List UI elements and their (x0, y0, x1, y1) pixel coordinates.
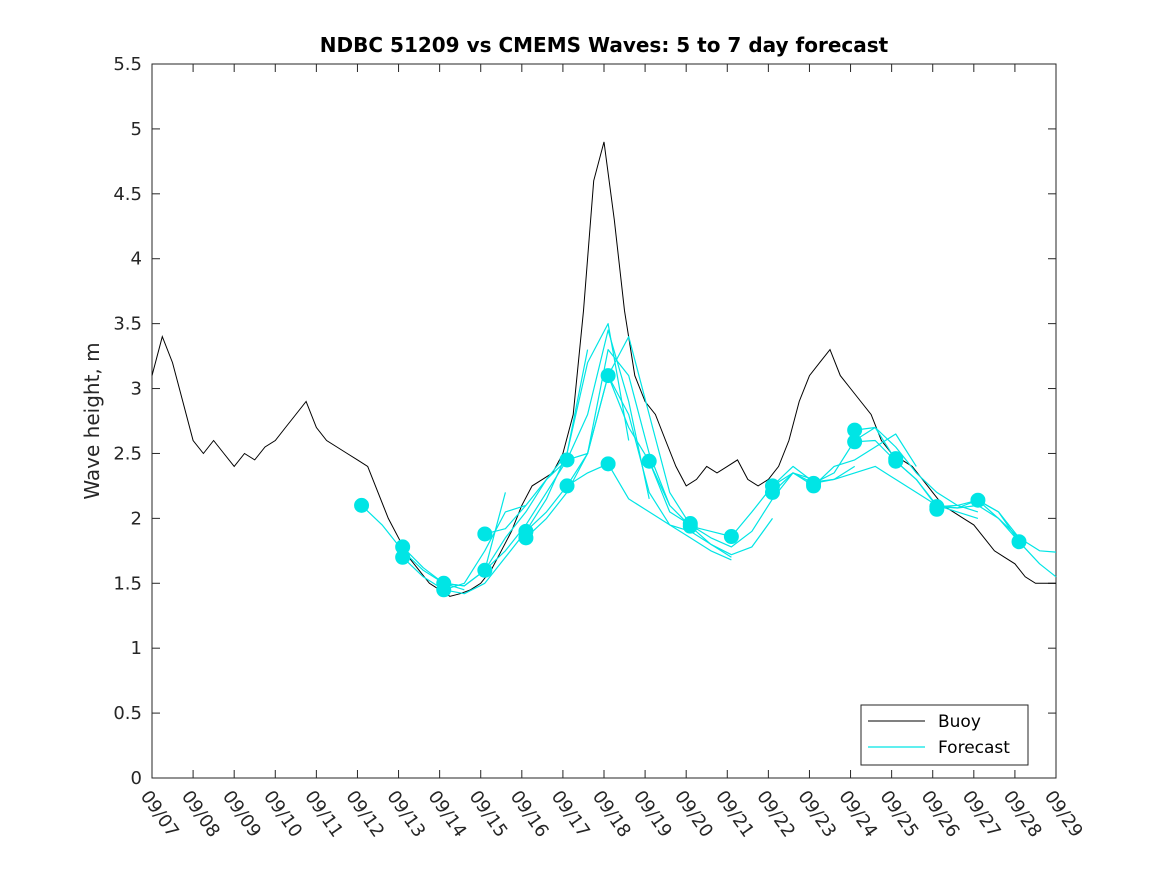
forecast-marker (518, 530, 534, 546)
y-tick-label: 1 (131, 638, 142, 659)
forecast-marker (559, 452, 575, 468)
legend: Buoy Forecast (860, 704, 1029, 766)
y-tick-label: 5.5 (113, 54, 142, 75)
forecast-marker (354, 497, 370, 513)
forecast-marker (764, 478, 780, 494)
forecast-line (813, 465, 979, 519)
y-tick-label: 0.5 (113, 703, 142, 724)
forecast-marker (395, 549, 411, 565)
forecast-marker (600, 456, 616, 472)
y-tick-label: 3 (131, 379, 142, 400)
forecast-line (525, 349, 671, 532)
forecast-marker (723, 529, 739, 545)
chart-title: NDBC 51209 vs CMEMS Waves: 5 to 7 day fo… (320, 33, 889, 57)
forecast-marker (806, 478, 822, 494)
legend-buoy-label: Buoy (938, 712, 981, 732)
forecast-line (484, 323, 630, 535)
forecast-line (648, 460, 814, 548)
forecast-marker (682, 516, 698, 532)
forecast-marker (641, 453, 657, 469)
forecast-marker (970, 492, 986, 508)
y-axis-label: Wave height, m (80, 342, 104, 499)
forecast-marker (436, 582, 452, 598)
forecast-line (402, 504, 527, 591)
forecast-marker (847, 434, 863, 450)
y-tick-label: 3.5 (113, 314, 142, 335)
y-tick-label: 5 (131, 119, 142, 140)
legend-box (860, 704, 1029, 766)
y-tick-label: 1.5 (113, 573, 142, 594)
forecast-marker (929, 501, 945, 517)
y-tick-label: 0 (131, 768, 142, 789)
forecast-marker (559, 478, 575, 494)
forecast-marker (888, 451, 904, 467)
forecast-marker (477, 526, 493, 542)
forecast-marker (1011, 534, 1027, 550)
forecast-line (566, 463, 732, 558)
forecast-marker (600, 368, 616, 384)
forecast-line (566, 375, 732, 561)
y-tick-label: 2.5 (113, 443, 142, 464)
buoy-line (151, 141, 1056, 597)
forecast-marker (477, 562, 493, 578)
y-tick-label: 2 (131, 508, 142, 529)
legend-forecast-label: Forecast (938, 738, 1010, 758)
y-tick-label: 4.5 (113, 184, 142, 205)
forecast-line (936, 499, 1057, 553)
y-tick-label: 4 (131, 249, 142, 270)
